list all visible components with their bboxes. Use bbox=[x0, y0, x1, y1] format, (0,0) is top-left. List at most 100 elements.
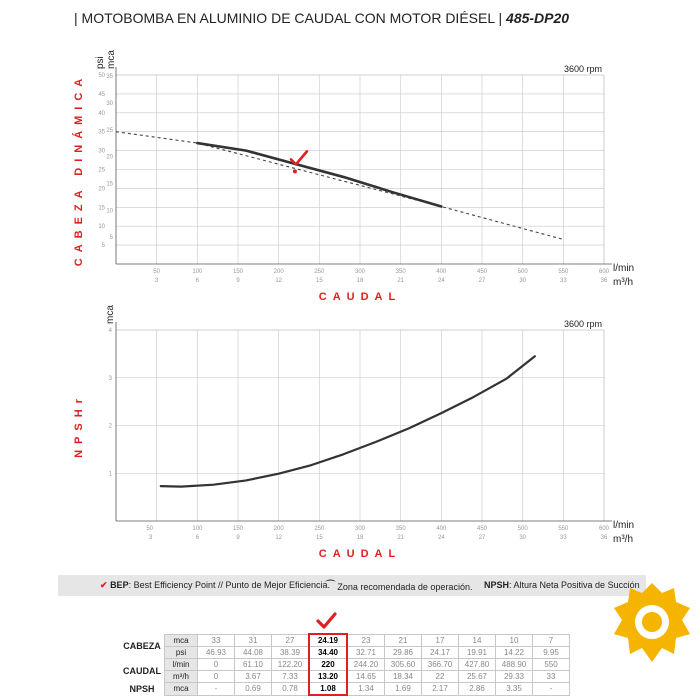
table-cell: 10 bbox=[495, 633, 533, 647]
table-cell: 14.65 bbox=[346, 670, 385, 683]
legend-zone-text: Zona recomendada de operación. bbox=[337, 582, 473, 592]
chart1-xtick-m3h: 21 bbox=[397, 278, 404, 284]
table-cell: 305.60 bbox=[384, 658, 422, 671]
table-cell: 23 bbox=[346, 633, 385, 647]
table-cell: 38.39 bbox=[271, 646, 310, 659]
chart2-xtick-lmin: 300 bbox=[355, 526, 366, 532]
chart2-xtick-lmin: 50 bbox=[146, 526, 153, 532]
chart1-ytick-psi: 20 bbox=[98, 186, 105, 192]
chart1-ytick-mca: 15 bbox=[106, 181, 113, 187]
chart2-xtick-m3h: 36 bbox=[601, 535, 608, 541]
legend-bep-abbr: BEP bbox=[110, 580, 129, 590]
chart1-ytick-psi: 35 bbox=[98, 130, 105, 136]
chart1-xtick-lmin: 400 bbox=[436, 269, 447, 275]
chart1-ytick-psi: 15 bbox=[98, 205, 105, 211]
table-cell: 2.17 bbox=[421, 682, 459, 696]
table-cell: 32.71 bbox=[346, 646, 385, 659]
title-model: 485-DP20 bbox=[506, 10, 570, 26]
legend-npsh-abbr: NPSH bbox=[484, 580, 510, 590]
chart2-xtick-lmin: 100 bbox=[192, 526, 203, 532]
table-cell: 33 bbox=[532, 670, 570, 683]
chart1-bep-check-icon bbox=[289, 150, 309, 166]
table-cell: 122.20 bbox=[271, 658, 310, 671]
chart1-xunit-m3h: m³/h bbox=[613, 277, 633, 288]
table-cell: 7.33 bbox=[271, 670, 310, 683]
chart1-ytick-mca: 5 bbox=[110, 235, 114, 241]
legend-bep: ✔ BEP: Best Efficiency Point // Punto de… bbox=[100, 580, 330, 591]
table-row: m³/h 0 3.67 7.33 13.20 14.65 18.34 22 25.67 29.33… bbox=[120, 670, 570, 683]
table-cell: 24.17 bbox=[421, 646, 459, 659]
table-unit-cell: mca bbox=[164, 682, 198, 696]
chart1-xtick-lmin: 600 bbox=[599, 269, 610, 275]
chart2-xtick-m3h: 18 bbox=[357, 535, 364, 541]
chart2-xunit-m3h: m³/h bbox=[613, 534, 633, 545]
table-cell: 29.33 bbox=[495, 670, 533, 683]
chart1-unit-mca: mca bbox=[106, 50, 117, 69]
table-cell: 14.22 bbox=[495, 646, 533, 659]
chart2-xunit-lmin: l/min bbox=[613, 520, 634, 531]
legend-npsh: NPSH: Altura Neta Positiva de Succión bbox=[484, 580, 640, 590]
chart2-ytick: 2 bbox=[109, 424, 113, 430]
table-cell: 61.10 bbox=[234, 658, 272, 671]
chart1-xtick-m3h: 15 bbox=[316, 278, 323, 284]
chart1-xtick-lmin: 450 bbox=[477, 269, 488, 275]
table-cell: 1.34 bbox=[346, 682, 385, 696]
table-cell: - bbox=[532, 682, 570, 696]
table-cell: 22 bbox=[421, 670, 459, 683]
chart1-xtick-lmin: 550 bbox=[558, 269, 569, 275]
table-bep-cell: 34.40 bbox=[308, 646, 348, 659]
chart2-xtick-lmin: 200 bbox=[274, 526, 285, 532]
chart1-ytick-psi: 10 bbox=[98, 224, 105, 230]
chart1-ytick-psi: 30 bbox=[98, 149, 105, 155]
chart1-xtick-m3h: 18 bbox=[357, 278, 364, 284]
table-row-label: NPSH bbox=[129, 683, 155, 694]
legend-bep-text: : Best Efficiency Point // Punto de Mejo… bbox=[128, 580, 331, 590]
chart2-xtick-lmin: 600 bbox=[599, 526, 610, 532]
chart2-npsh-curve bbox=[159, 355, 536, 488]
chart1-recommended-curve bbox=[196, 141, 443, 208]
chart1-xunit-lmin: l/min bbox=[613, 263, 634, 274]
chart1-xtick-lmin: 500 bbox=[518, 269, 529, 275]
table-row: CABEZA mca 33 31 27 24.19 23 21 17 14 10 7 bbox=[120, 633, 570, 651]
chart1-xtick-lmin: 150 bbox=[233, 269, 244, 275]
chart2-ytick: 3 bbox=[109, 376, 113, 382]
table-bep-cell: 13.20 bbox=[308, 670, 348, 683]
table-row-label: CAUDAL bbox=[123, 665, 161, 676]
chart1-unit-psi: psi bbox=[95, 56, 106, 69]
chart1-xtick-m3h: 12 bbox=[275, 278, 282, 284]
table-unit-cell: psi bbox=[164, 646, 198, 659]
table-cell: 29.86 bbox=[384, 646, 422, 659]
table-cell: 488.90 bbox=[495, 658, 533, 671]
table-cell: 46.93 bbox=[197, 646, 235, 659]
chart2-xtick-lmin: 450 bbox=[477, 526, 488, 532]
table-cell: 366.70 bbox=[421, 658, 459, 671]
performance-table: CABEZA mca 33 31 27 24.19 23 21 17 14 10 7 psi 46.93 4… bbox=[120, 633, 570, 696]
table-cell: 18.34 bbox=[384, 670, 422, 683]
page-title: | MOTOBOMBA EN ALUMINIO DE CAUDAL CON MO… bbox=[74, 10, 569, 26]
table-row: psi 46.93 44.08 38.39 34.40 32.71 29.86 24.17 19… bbox=[120, 646, 570, 659]
chart1-xtick-m3h: 30 bbox=[519, 278, 526, 284]
chart1-ytick-mca: 25 bbox=[106, 128, 113, 134]
chart1-ytick-psi: 25 bbox=[98, 168, 105, 174]
chart1-xtick-m3h: 27 bbox=[479, 278, 486, 284]
chart2-unit-mca: mca bbox=[105, 305, 116, 324]
table-cell: 244.20 bbox=[346, 658, 385, 671]
chart1-ytick-mca: 20 bbox=[106, 155, 113, 161]
bep-check-icon bbox=[316, 612, 337, 629]
table-row: NPSH mca -0.69 0.78 1.08 1.34 1.69 2.17 2.86 3.35… bbox=[120, 682, 570, 696]
table-cell: - bbox=[197, 682, 235, 696]
chart2-ytick: 4 bbox=[109, 328, 113, 334]
chart2-ylabel: NPSHr bbox=[73, 393, 85, 458]
table-unit-cell: l/min bbox=[164, 658, 198, 671]
legend-npsh-text: : Altura Neta Positiva de Succión bbox=[509, 580, 640, 590]
logo-gear-icon bbox=[614, 583, 690, 662]
chart2-ytick: 1 bbox=[109, 471, 113, 477]
title-main: | MOTOBOMBA EN ALUMINIO DE CAUDAL CON MO… bbox=[74, 10, 503, 26]
table-cell: 2.86 bbox=[458, 682, 496, 696]
chart1-ylabel: CABEZA DINÁMICA bbox=[72, 73, 85, 266]
legend-bar bbox=[58, 575, 646, 596]
table-cell: 25.67 bbox=[458, 670, 496, 683]
table-cell: 0.69 bbox=[234, 682, 272, 696]
table-cell: 27 bbox=[271, 633, 310, 647]
